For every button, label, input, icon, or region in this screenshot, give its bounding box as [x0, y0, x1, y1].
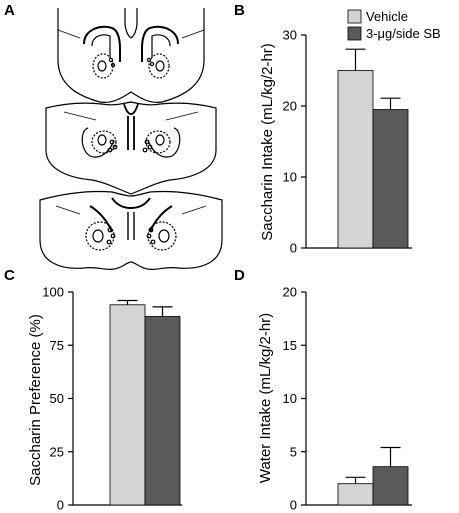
panel-letter-b: B [234, 2, 245, 19]
panel-letter-d: D [234, 267, 245, 284]
y-tick-label-d: 20 [283, 285, 297, 300]
y-axis-title-b: Saccharin Intake (mL/kg/2-hr) [259, 43, 276, 241]
legend-label-sb: 3-μg/side SB [366, 26, 441, 41]
bar-b-vehicle [337, 70, 374, 249]
y-tick-label-b: 0 [290, 241, 297, 256]
bar-c-sb [144, 316, 181, 506]
y-tick-label-c: 100 [42, 285, 64, 300]
y-tick-label-d: 5 [290, 444, 297, 459]
legend-label-vehicle: Vehicle [366, 9, 408, 24]
y-tick-label-b: 20 [283, 99, 297, 114]
y-tick-label-b: 30 [283, 28, 297, 43]
bar-d-sb [372, 466, 409, 506]
y-tick-label-c: 50 [50, 391, 64, 406]
bar-c-vehicle [109, 304, 146, 506]
brain-section-1 [57, 8, 205, 103]
y-tick-label-b: 10 [283, 170, 297, 185]
legend-swatch-vehicle [347, 9, 362, 24]
brain-section-3 [39, 190, 223, 271]
chart-d-marks: 0 5 10 15 20 [283, 285, 412, 513]
bar-d-vehicle [337, 483, 374, 506]
y-tick-label-d: 15 [283, 338, 297, 353]
y-tick-label-c: 25 [50, 444, 64, 459]
y-tick-label-d: 0 [290, 498, 297, 513]
y-tick-label-d: 10 [283, 391, 297, 406]
chart-b-marks: 0 10 20 30 [283, 28, 412, 256]
chart-c-marks: 0 25 50 75 100 [42, 285, 182, 513]
y-axis-title-d: Water Intake (mL/kg/2-hr) [257, 313, 274, 483]
panel-letter-c: C [4, 267, 15, 284]
y-tick-label-c: 0 [57, 498, 64, 513]
legend-swatch-sb [347, 26, 362, 41]
chart-panel-d: D Water Intake (mL/kg/2-hr) 0 5 10 15 20 [234, 267, 412, 513]
chart-panel-b: B Saccharin Intake (mL/kg/2-hr) 0102030 … [234, 2, 441, 256]
chart-panel-c: C Saccharin Preference (%) 0 25 50 75 100 [4, 267, 182, 513]
brain-section-panel: A [4, 2, 223, 271]
y-axis-title-c: Saccharin Preference (%) [27, 314, 44, 486]
y-tick-label-c: 75 [50, 338, 64, 353]
bar-b-sb [372, 109, 409, 249]
legend: Vehicle 3-μg/side SB [347, 9, 441, 41]
brain-section-2 [45, 101, 217, 195]
panel-letter-a: A [4, 2, 15, 19]
